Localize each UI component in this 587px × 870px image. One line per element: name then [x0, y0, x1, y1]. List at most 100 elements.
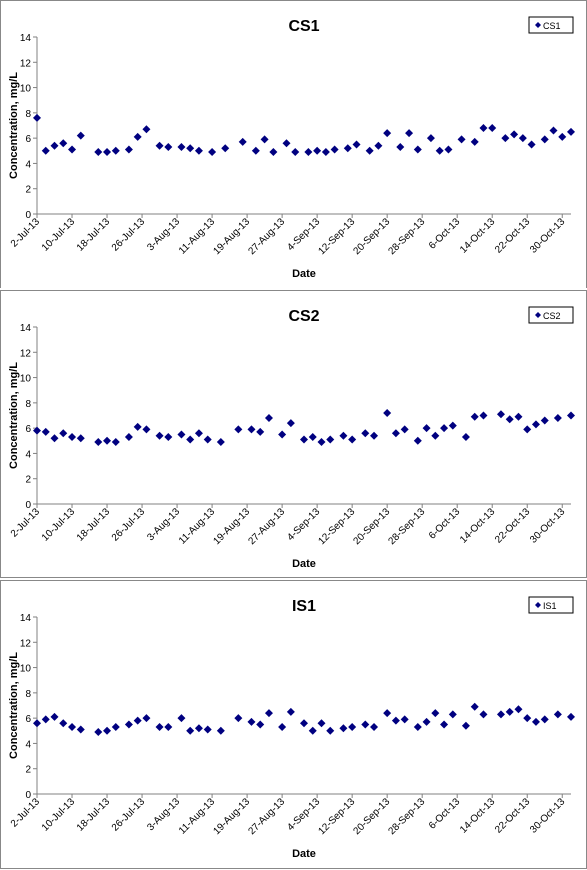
data-point	[103, 726, 112, 735]
chart-title: CS1	[288, 18, 319, 35]
data-point	[479, 124, 488, 133]
y-tick-label: 2	[25, 765, 31, 776]
data-point	[496, 710, 505, 719]
y-axis-title: Concentration, mg/L	[8, 72, 20, 179]
y-tick-label: 14	[20, 33, 32, 44]
data-point	[431, 431, 440, 440]
x-tick-label: 28-Sep-13	[386, 216, 427, 257]
y-tick-label: 4	[25, 739, 31, 750]
x-tick-label: 28-Sep-13	[386, 506, 427, 547]
data-point	[308, 726, 317, 735]
data-point	[422, 717, 431, 726]
x-tick-label: 30-Oct-13	[528, 796, 568, 836]
y-tick-label: 8	[25, 399, 31, 410]
x-tick-label: 19-Aug-13	[211, 216, 252, 257]
data-point	[304, 148, 313, 157]
data-point	[435, 146, 444, 155]
data-point	[33, 719, 41, 728]
data-point	[216, 438, 225, 447]
data-point	[413, 145, 422, 154]
x-tick-label: 14-Oct-13	[458, 796, 498, 836]
data-point	[142, 714, 151, 723]
data-point	[431, 709, 440, 718]
data-point	[103, 148, 112, 157]
data-point	[164, 432, 173, 441]
data-point	[282, 139, 291, 148]
x-tick-label: 10-Jul-13	[40, 796, 78, 834]
data-point	[68, 432, 77, 441]
x-axis-title: Date	[292, 558, 316, 570]
chart-title: IS1	[292, 598, 316, 615]
data-point	[247, 717, 256, 726]
data-point	[194, 724, 203, 733]
data-point	[41, 146, 50, 155]
data-point	[76, 725, 85, 734]
x-tick-label: 6-Oct-13	[427, 796, 463, 832]
data-point	[124, 720, 133, 729]
y-tick-label: 6	[25, 134, 31, 145]
data-point	[531, 420, 540, 429]
data-point	[317, 438, 326, 447]
y-tick-label: 4	[25, 449, 31, 460]
data-point	[111, 146, 120, 155]
data-point	[326, 726, 335, 735]
x-tick-label: 19-Aug-13	[211, 506, 252, 547]
data-point	[94, 148, 103, 157]
data-point	[133, 422, 142, 431]
data-point	[370, 722, 379, 731]
data-point	[457, 135, 466, 144]
data-point	[59, 719, 68, 728]
x-tick-label: 12-Sep-13	[316, 506, 357, 547]
data-point	[300, 435, 308, 444]
x-tick-label: 27-Aug-13	[246, 506, 287, 547]
data-point	[505, 707, 514, 716]
y-tick-label: 10	[20, 664, 32, 675]
data-point	[286, 419, 295, 428]
data-point	[251, 146, 260, 155]
x-tick-label: 27-Aug-13	[246, 796, 287, 837]
x-tick-label: 2-Jul-13	[9, 216, 43, 250]
data-point	[111, 438, 120, 447]
data-point	[383, 408, 392, 417]
x-tick-label: 27-Aug-13	[246, 216, 287, 257]
x-axis-title: Date	[292, 268, 316, 280]
legend-marker	[535, 602, 541, 608]
data-point	[256, 720, 265, 729]
data-point	[348, 435, 357, 444]
x-tick-label: 18-Jul-13	[75, 506, 113, 544]
legend-marker	[535, 312, 541, 318]
data-point	[396, 142, 405, 151]
legend-box	[528, 596, 574, 614]
chart-panel-is1: IS1 0 2 4 6 8 10 12 14 2-Jul-13 10-Jul-13 18-Jul-13…	[0, 580, 587, 869]
data-point	[68, 145, 77, 154]
legend-box	[528, 16, 574, 34]
data-point	[203, 725, 212, 734]
data-point	[553, 710, 562, 719]
y-tick-label: 12	[20, 348, 32, 359]
data-point	[142, 125, 151, 134]
data-point	[461, 721, 470, 730]
data-point	[365, 146, 374, 155]
data-point	[488, 124, 497, 133]
data-point	[383, 129, 392, 138]
chart-panel-cs1: CS1 0 2 4 6 8 10 12 14 2-Jul-13 10-Jul-13 18-Jul-13…	[0, 0, 587, 288]
data-point	[50, 712, 59, 721]
data-point	[221, 144, 230, 153]
data-point	[461, 432, 470, 441]
x-tick-label: 22-Oct-13	[493, 216, 533, 256]
x-tick-label: 26-Jul-13	[110, 506, 148, 544]
data-point	[41, 427, 50, 436]
y-tick-label: 10	[20, 84, 32, 95]
data-point	[361, 429, 370, 438]
data-point	[391, 716, 400, 725]
data-point	[440, 720, 449, 729]
legend-label: CS2	[543, 311, 561, 321]
data-point	[505, 415, 514, 424]
x-tick-label: 2-Jul-13	[9, 506, 43, 540]
data-point	[326, 435, 335, 444]
data-point	[523, 425, 532, 434]
data-point	[479, 710, 488, 719]
data-point	[343, 144, 352, 153]
data-point	[352, 140, 361, 149]
x-tick-label: 18-Jul-13	[75, 796, 113, 834]
